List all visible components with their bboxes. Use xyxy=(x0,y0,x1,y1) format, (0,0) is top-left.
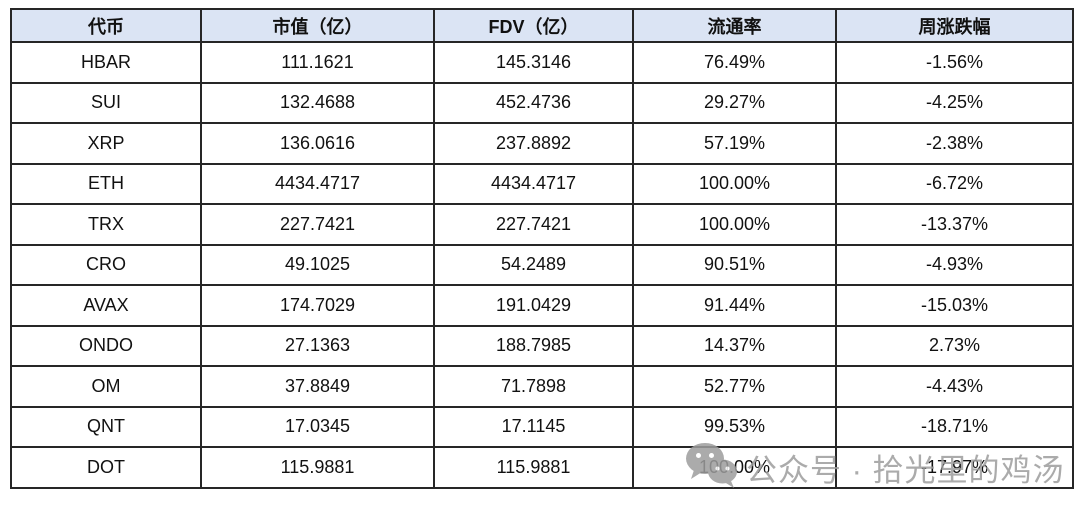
cell-circulation-rate: 100.00% xyxy=(632,162,837,205)
column-header-fdv: FDV（亿） xyxy=(433,8,634,43)
cell-weekly-change: -17.97% xyxy=(835,446,1074,489)
cell-market-cap: 49.1025 xyxy=(200,243,435,286)
cell-circulation-rate: 57.19% xyxy=(632,122,837,165)
table-row: DOT 115.9881 115.9881 100.00% -17.97% xyxy=(10,446,1074,489)
cell-fdv: 145.3146 xyxy=(433,41,634,84)
cell-circulation-rate: 90.51% xyxy=(632,243,837,286)
cell-fdv: 4434.4717 xyxy=(433,162,634,205)
table-row: QNT 17.0345 17.1145 99.53% -18.71% xyxy=(10,405,1074,448)
cell-circulation-rate: 100.00% xyxy=(632,203,837,246)
cell-market-cap: 227.7421 xyxy=(200,203,435,246)
table-row: OM 37.8849 71.7898 52.77% -4.43% xyxy=(10,365,1074,408)
cell-token: HBAR xyxy=(10,41,202,84)
cell-token: TRX xyxy=(10,203,202,246)
cell-fdv: 115.9881 xyxy=(433,446,634,489)
cell-market-cap: 174.7029 xyxy=(200,284,435,327)
column-header-circulation-rate: 流通率 xyxy=(632,8,837,43)
cell-weekly-change: -18.71% xyxy=(835,405,1074,448)
cell-circulation-rate: 100.00% xyxy=(632,446,837,489)
table-row: ETH 4434.4717 4434.4717 100.00% -6.72% xyxy=(10,162,1074,205)
cell-token: ONDO xyxy=(10,324,202,367)
table-row: AVAX 174.7029 191.0429 91.44% -15.03% xyxy=(10,284,1074,327)
cell-weekly-change: -4.93% xyxy=(835,243,1074,286)
table-row: TRX 227.7421 227.7421 100.00% -13.37% xyxy=(10,203,1074,246)
table-row: CRO 49.1025 54.2489 90.51% -4.93% xyxy=(10,243,1074,286)
cell-circulation-rate: 91.44% xyxy=(632,284,837,327)
cell-token: QNT xyxy=(10,405,202,448)
cell-weekly-change: -6.72% xyxy=(835,162,1074,205)
cell-circulation-rate: 76.49% xyxy=(632,41,837,84)
cell-token: XRP xyxy=(10,122,202,165)
table-row: XRP 136.0616 237.8892 57.19% -2.38% xyxy=(10,122,1074,165)
table-row: ONDO 27.1363 188.7985 14.37% 2.73% xyxy=(10,324,1074,367)
cell-weekly-change: -2.38% xyxy=(835,122,1074,165)
cell-weekly-change: -15.03% xyxy=(835,284,1074,327)
cell-weekly-change: -4.43% xyxy=(835,365,1074,408)
cell-fdv: 17.1145 xyxy=(433,405,634,448)
cell-fdv: 191.0429 xyxy=(433,284,634,327)
cell-weekly-change: -1.56% xyxy=(835,41,1074,84)
cell-weekly-change: 2.73% xyxy=(835,324,1074,367)
cell-market-cap: 27.1363 xyxy=(200,324,435,367)
cell-token: CRO xyxy=(10,243,202,286)
cell-token: ETH xyxy=(10,162,202,205)
table-row: SUI 132.4688 452.4736 29.27% -4.25% xyxy=(10,81,1074,124)
crypto-table: 代币 市值（亿） FDV（亿） 流通率 周涨跌幅 HBAR 111.1621 145… xyxy=(10,8,1074,489)
cell-token: SUI xyxy=(10,81,202,124)
cell-market-cap: 4434.4717 xyxy=(200,162,435,205)
cell-circulation-rate: 14.37% xyxy=(632,324,837,367)
cell-market-cap: 115.9881 xyxy=(200,446,435,489)
cell-circulation-rate: 99.53% xyxy=(632,405,837,448)
cell-circulation-rate: 29.27% xyxy=(632,81,837,124)
column-header-market-cap: 市值（亿） xyxy=(200,8,435,43)
cell-market-cap: 132.4688 xyxy=(200,81,435,124)
cell-market-cap: 111.1621 xyxy=(200,41,435,84)
cell-token: DOT xyxy=(10,446,202,489)
cell-market-cap: 17.0345 xyxy=(200,405,435,448)
column-header-weekly-change: 周涨跌幅 xyxy=(835,8,1074,43)
cell-fdv: 452.4736 xyxy=(433,81,634,124)
cell-market-cap: 37.8849 xyxy=(200,365,435,408)
table-row: HBAR 111.1621 145.3146 76.49% -1.56% xyxy=(10,41,1074,84)
cell-fdv: 54.2489 xyxy=(433,243,634,286)
cell-fdv: 237.8892 xyxy=(433,122,634,165)
cell-token: AVAX xyxy=(10,284,202,327)
cell-fdv: 227.7421 xyxy=(433,203,634,246)
cell-weekly-change: -13.37% xyxy=(835,203,1074,246)
cell-token: OM xyxy=(10,365,202,408)
cell-market-cap: 136.0616 xyxy=(200,122,435,165)
header-row: 代币 市值（亿） FDV（亿） 流通率 周涨跌幅 xyxy=(10,8,1074,43)
cell-weekly-change: -4.25% xyxy=(835,81,1074,124)
cell-fdv: 188.7985 xyxy=(433,324,634,367)
column-header-token: 代币 xyxy=(10,8,202,43)
cell-fdv: 71.7898 xyxy=(433,365,634,408)
cell-circulation-rate: 52.77% xyxy=(632,365,837,408)
